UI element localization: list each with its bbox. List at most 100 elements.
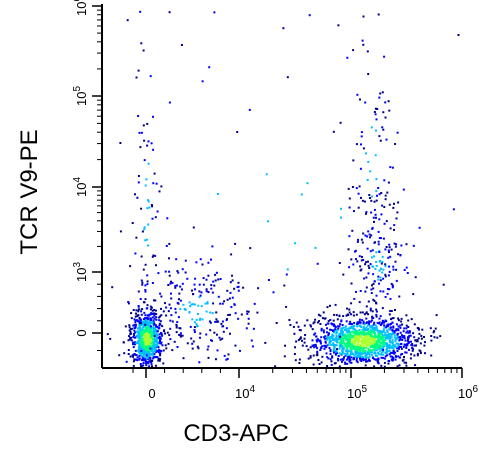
event-dot [314, 343, 317, 346]
event-dot [383, 324, 386, 327]
event-dot [384, 194, 387, 197]
event-dot [342, 315, 345, 318]
event-dot [165, 306, 168, 309]
event-dot [371, 195, 373, 198]
event-dot [337, 334, 340, 337]
event-dot [312, 354, 315, 357]
event-dot [161, 334, 164, 337]
event-dot [371, 328, 374, 331]
event-dot [148, 324, 151, 327]
event-dot [371, 349, 374, 352]
event-dot [138, 316, 141, 319]
event-dot [368, 339, 371, 342]
event-dot [158, 190, 161, 193]
event-dot [350, 349, 353, 352]
event-dot [355, 347, 358, 350]
event-dot [393, 202, 395, 205]
event-dot [373, 338, 376, 340]
event-dot [356, 339, 359, 342]
event-dot [388, 288, 391, 291]
event-dot [151, 312, 154, 315]
event-dot [237, 317, 240, 320]
event-dot [141, 335, 144, 338]
event-dot [150, 204, 153, 206]
event-dot [147, 140, 150, 143]
event-dot [210, 284, 213, 287]
event-dot [373, 200, 376, 203]
event-dot [378, 341, 380, 344]
event-dot [339, 352, 342, 355]
event-dot [369, 250, 372, 253]
event-dot [184, 308, 187, 311]
event-dot [223, 300, 226, 303]
event-dot [375, 327, 378, 330]
event-dot [319, 314, 322, 317]
event-dot [143, 330, 146, 333]
event-dot [416, 340, 419, 343]
event-dot [139, 10, 142, 13]
event-dot [384, 339, 387, 341]
event-dot [309, 346, 312, 349]
event-dot [328, 347, 331, 349]
event-dot [214, 320, 217, 323]
event-dot [392, 265, 395, 268]
event-dot [155, 329, 158, 332]
event-dot [430, 335, 433, 337]
event-dot [212, 302, 215, 305]
event-dot [168, 242, 171, 245]
event-dot [344, 362, 347, 365]
event-dot [188, 311, 191, 313]
y-tick-label: 106 [72, 0, 89, 16]
event-dot [199, 318, 201, 321]
event-dot [388, 243, 391, 246]
event-dot [136, 330, 139, 333]
event-dot [322, 311, 325, 314]
event-dot [201, 263, 204, 266]
event-dot [361, 356, 364, 359]
event-dot [377, 275, 380, 278]
event-dot [397, 336, 400, 338]
event-dot [368, 359, 371, 362]
event-dot [349, 320, 352, 323]
event-dot [318, 320, 320, 323]
event-dot [342, 331, 344, 334]
event-dot [149, 75, 152, 78]
event-dot [188, 301, 191, 304]
event-dot [388, 265, 391, 268]
event-dot [369, 170, 372, 173]
event-dot [351, 344, 354, 347]
event-dot [138, 321, 141, 324]
event-dot [132, 355, 134, 358]
event-dot [223, 354, 226, 357]
event-dot [170, 292, 172, 295]
x-axis-ticks: 0 104 105 106 [132, 368, 478, 401]
event-dot [141, 345, 144, 348]
event-dot [374, 324, 377, 327]
event-dot [351, 327, 354, 330]
event-dot [344, 342, 347, 345]
event-dot [160, 307, 162, 310]
event-dot [323, 337, 326, 340]
event-dot [329, 328, 331, 331]
event-dot [373, 347, 376, 350]
event-dot [375, 178, 378, 181]
event-dot [207, 356, 210, 359]
event-dot [320, 329, 323, 332]
event-dot [168, 303, 171, 306]
event-dot [339, 335, 342, 338]
event-dot [416, 327, 419, 329]
event-dot [399, 331, 402, 334]
event-dot [164, 332, 166, 335]
event-dot [386, 354, 389, 357]
event-dot [127, 353, 130, 355]
event-dot [170, 280, 172, 283]
event-dot [371, 319, 373, 322]
event-dot [385, 348, 388, 351]
event-dot [155, 336, 158, 339]
event-dot [150, 330, 152, 333]
event-dot [361, 352, 364, 355]
event-dot [135, 236, 138, 239]
event-dot [155, 343, 158, 346]
x-tick-label: 104 [235, 384, 255, 401]
event-dot [388, 251, 390, 254]
